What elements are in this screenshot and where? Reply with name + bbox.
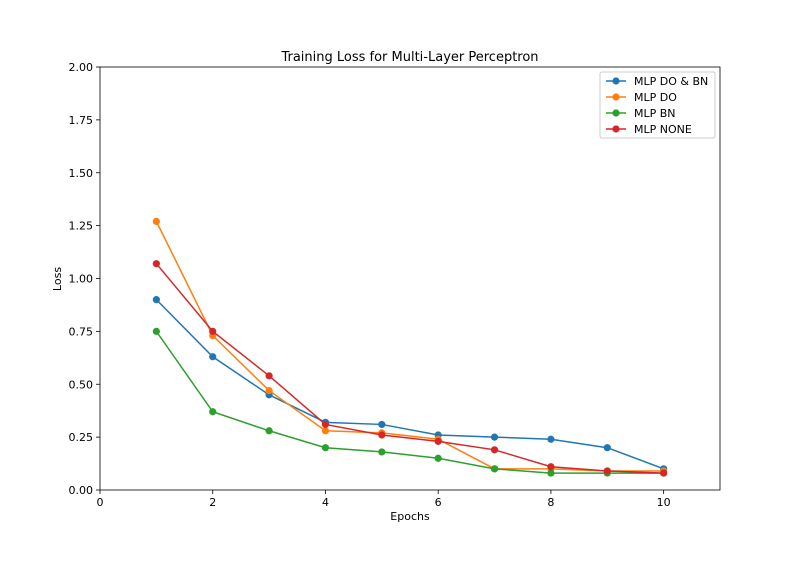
y-axis-ticks: 0.00 0.25 0.50 0.75 1.00 1.25 1.50 1.75 2.00 [69, 61, 100, 497]
legend-entry: MLP NONE [606, 123, 692, 136]
data-point [547, 463, 555, 471]
legend-entry: MLP BN [606, 107, 676, 120]
data-point [321, 427, 330, 435]
data-point [378, 420, 386, 429]
series-layer [152, 217, 668, 477]
legend: MLP DO & BN MLP DO MLP BN MLP NONE [599, 71, 716, 139]
legend-label: MLP NONE [634, 123, 692, 136]
data-point [378, 431, 386, 439]
legend-entry: MLP DO & BN [606, 75, 708, 88]
x-tick-label: 6 [435, 496, 442, 509]
plot-frame [99, 66, 721, 491]
y-tick-label: 0.25 [69, 431, 94, 444]
data-point [265, 427, 273, 435]
legend-box [599, 71, 716, 139]
legend-marker [612, 125, 620, 133]
chart-title: Training Loss for Multi-Layer Perceptron [280, 50, 538, 65]
data-point [209, 327, 217, 335]
y-tick-label: 1.00 [69, 273, 94, 286]
legend-entry: MLP DO [606, 91, 677, 104]
data-point [152, 296, 160, 304]
data-point [547, 435, 555, 443]
legend-label: MLP BN [634, 107, 676, 120]
data-point [265, 386, 273, 395]
data-point [209, 408, 217, 416]
series-line [155, 221, 664, 472]
data-point [603, 467, 611, 475]
y-tick-label: 1.50 [69, 167, 94, 180]
data-point [490, 433, 499, 441]
data-point [490, 465, 499, 473]
legend-marker [612, 109, 620, 117]
y-tick-label: 1.25 [69, 220, 94, 233]
data-point [378, 448, 386, 456]
legend-label: MLP DO & BN [634, 75, 708, 88]
x-tick-label: 4 [322, 496, 329, 509]
series-mlp-none [152, 260, 668, 477]
data-point [209, 353, 217, 361]
y-tick-label: 1.75 [69, 114, 94, 127]
y-tick-label: 0.75 [69, 325, 94, 338]
data-point [152, 260, 160, 268]
legend-label: MLP DO [634, 91, 677, 104]
x-tick-label: 8 [547, 496, 554, 509]
legend-marker [612, 93, 620, 101]
data-point [321, 444, 330, 452]
data-point [152, 217, 160, 225]
data-point [265, 372, 273, 380]
data-point [152, 327, 160, 335]
x-axis-ticks: 0 2 4 6 8 10 [97, 490, 671, 509]
y-tick-label: 0.50 [69, 378, 94, 391]
y-axis-label: Loss [51, 267, 64, 291]
x-tick-label: 0 [97, 496, 104, 509]
series-line [155, 263, 664, 474]
data-point [660, 469, 668, 477]
x-axis-label: Epochs [390, 510, 430, 523]
data-point [547, 469, 555, 477]
data-point [490, 446, 499, 454]
x-tick-label: 10 [657, 496, 671, 509]
x-tick-label: 2 [209, 496, 216, 509]
series-line [155, 330, 664, 474]
data-point [434, 437, 442, 445]
legend-marker [612, 77, 620, 85]
y-tick-label: 2.00 [69, 61, 94, 74]
data-point [434, 454, 442, 462]
y-tick-label: 0.00 [69, 484, 94, 497]
data-point [321, 420, 330, 429]
series-line [155, 299, 664, 470]
data-point [603, 444, 611, 452]
